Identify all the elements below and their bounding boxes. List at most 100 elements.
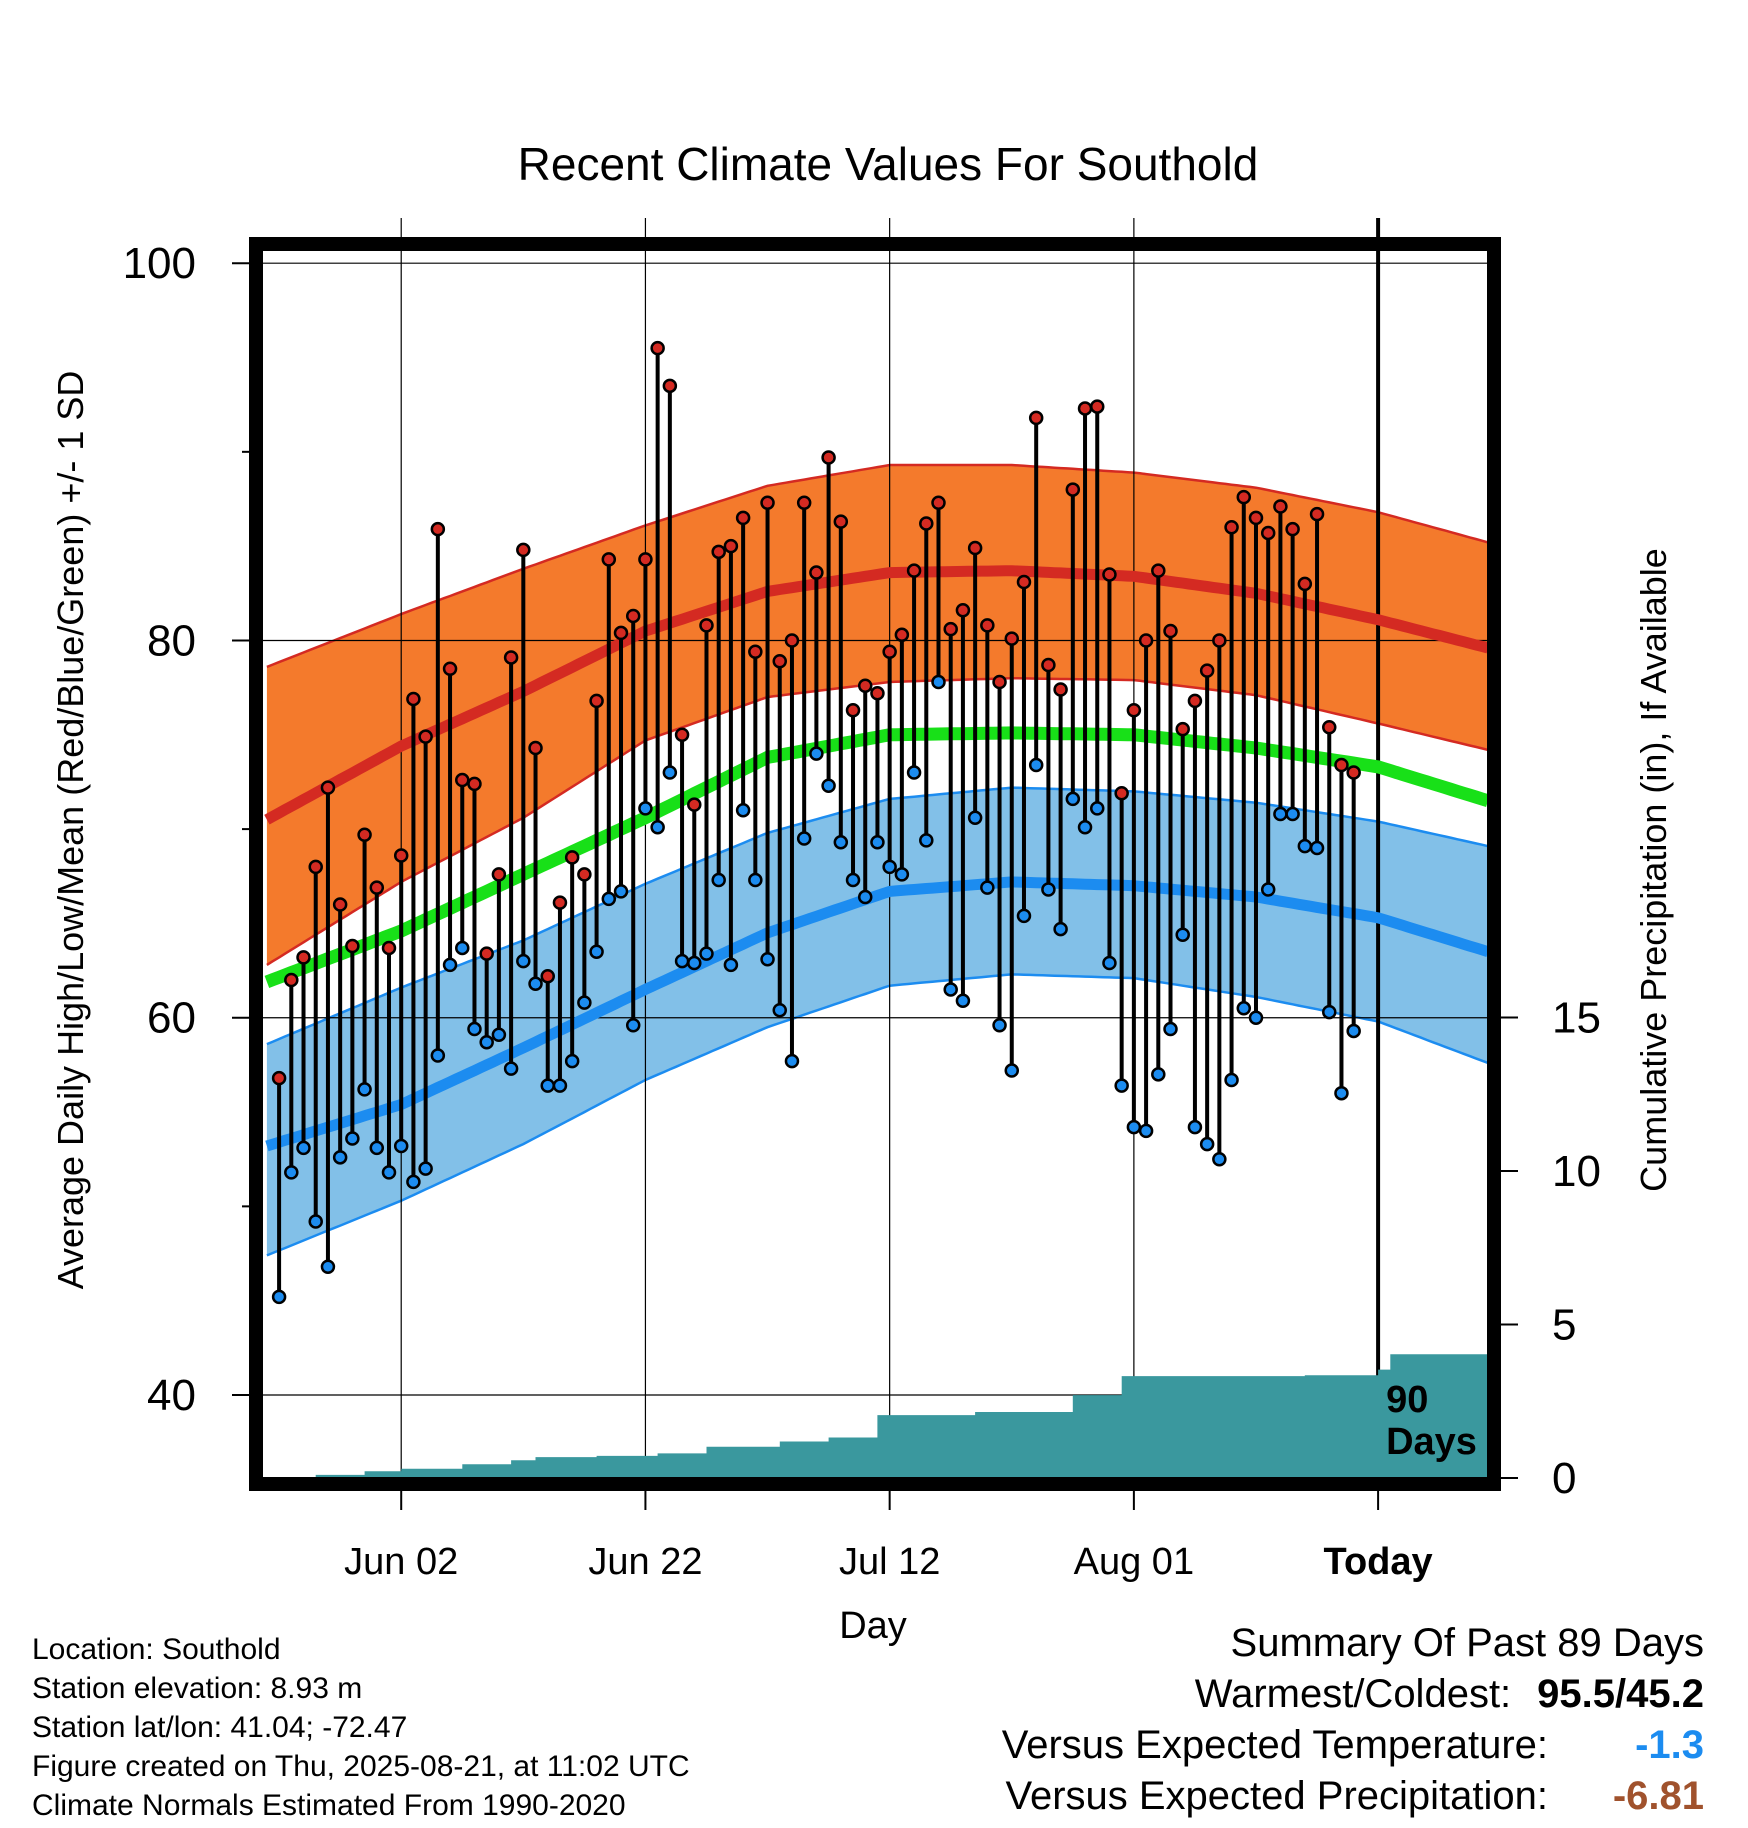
cumulative-precipitation	[266, 1354, 1488, 1478]
daily-low-point	[1187, 1119, 1203, 1135]
daily-high-point	[1028, 410, 1044, 426]
daily-high-point	[943, 621, 958, 637]
daily-high-point	[284, 972, 299, 988]
x-tick-label: Jul 12	[839, 1541, 940, 1583]
y-tick-label: 80	[147, 616, 196, 665]
daily-high-point	[1041, 657, 1056, 673]
daily-high-point	[809, 565, 824, 580]
daily-high-point	[638, 552, 653, 567]
latlon-text: Station lat/lon: 41.04; -72.47	[32, 1711, 408, 1744]
daily-low-point	[1212, 1151, 1227, 1167]
daily-high-point	[1053, 682, 1068, 697]
daily-high-point	[1187, 693, 1203, 709]
daily-high-point	[1346, 765, 1361, 780]
daily-low-point	[821, 778, 836, 793]
daily-high-point	[613, 625, 629, 641]
daily-low-point	[577, 995, 592, 1010]
today-window-label-part: Days	[1386, 1421, 1477, 1463]
summary-heading: Summary Of Past 89 Days	[1230, 1621, 1704, 1665]
daily-high-point	[906, 563, 922, 578]
daily-low-point	[442, 957, 458, 973]
daily-high-point	[1322, 719, 1337, 735]
daily-high-point	[552, 895, 568, 910]
x-axis-label: Day	[839, 1605, 907, 1647]
daily-high-point	[723, 538, 739, 554]
plot-frame	[249, 237, 1501, 1491]
daily-low-point	[1077, 819, 1093, 835]
daily-low-point	[784, 1053, 800, 1069]
daily-high-point	[357, 827, 372, 843]
temp-anomaly-label: Versus Expected Temperature:	[1001, 1723, 1548, 1767]
daily-high-point	[1297, 576, 1313, 592]
daily-high-point	[1224, 520, 1239, 535]
normal-high-line	[264, 565, 1488, 825]
daily-high-point	[784, 633, 800, 648]
daily-high-point	[418, 729, 433, 744]
daily-low-point	[1334, 1085, 1349, 1101]
daily-high-point	[1285, 521, 1300, 537]
y2-tick-label: 0	[1552, 1454, 1576, 1503]
daily-high-point	[479, 946, 494, 961]
daily-low-point	[491, 1027, 507, 1042]
summary-panel: Summary Of Past 89 Days Warmest/Coldest:…	[1002, 1618, 1704, 1822]
daily-high-point	[662, 378, 678, 394]
daily-low-point	[687, 955, 702, 971]
axes: 100 80 60 40 15 10 5 0 Jun 02 Jun 22 Jul 12 Aug 01 T…	[123, 239, 1601, 1583]
daily-high-point	[1163, 623, 1178, 639]
daily-high-point	[650, 340, 665, 356]
daily-low-point	[906, 765, 922, 780]
daily-high-point	[455, 772, 470, 788]
daily-high-point	[1309, 506, 1325, 522]
daily-low-point	[1248, 1010, 1264, 1025]
daily-high-point	[845, 703, 861, 718]
daily-low-point	[894, 867, 910, 882]
daily-low-point	[1236, 1001, 1252, 1016]
daily-low-point	[589, 944, 604, 959]
daily-high-point	[1212, 633, 1227, 648]
daily-high-point	[271, 1070, 287, 1086]
daily-low-point	[320, 1259, 336, 1274]
daily-high-point	[1089, 399, 1105, 414]
daily-low-point	[1004, 1063, 1020, 1078]
daily-high-point	[674, 727, 690, 743]
daily-high-point	[381, 940, 397, 956]
daily-low-point	[308, 1214, 323, 1229]
daily-low-point	[796, 831, 812, 846]
daily-low-point	[1114, 1078, 1129, 1093]
normals-text: Climate Normals Estimated From 1990-2020	[32, 1789, 626, 1822]
warmest-label: Warmest/Coldest:	[1194, 1672, 1512, 1716]
daily-high-point	[332, 897, 348, 912]
daily-high-point	[857, 678, 873, 693]
created-text: Figure created on Thu, 2025-08-21, at 11…	[32, 1750, 690, 1783]
daily-low-point	[1285, 806, 1300, 822]
daily-low-point	[760, 952, 775, 967]
daily-high-point	[687, 797, 702, 812]
daily-low-point	[638, 801, 653, 816]
daily-high-point	[393, 848, 409, 863]
daily-high-point	[1126, 703, 1142, 718]
daily-high-point	[931, 495, 946, 511]
daily-high-point	[772, 653, 788, 669]
daily-high-point	[882, 644, 897, 660]
x-tick-label: Jun 22	[588, 1541, 702, 1583]
daily-low-point	[919, 833, 934, 848]
daily-low-point	[528, 976, 543, 992]
daily-low-point	[430, 1048, 446, 1063]
daily-high-point	[369, 880, 385, 895]
daily-high-point	[1004, 631, 1020, 646]
elevation-text: Station elevation: 8.93 m	[32, 1672, 363, 1705]
y2-tick-label: 5	[1552, 1301, 1576, 1350]
daily-low-point	[955, 993, 971, 1009]
y2-tick-label: 10	[1552, 1147, 1601, 1196]
plot-border	[249, 237, 1501, 1491]
daily-low-point	[857, 889, 873, 905]
daily-low-point	[943, 982, 958, 997]
daily-low-point	[882, 859, 897, 875]
daily-low-point	[1065, 791, 1081, 807]
daily-low-point	[833, 835, 849, 850]
daily-low-point	[662, 765, 678, 780]
y2-axis-label: Cumulative Precipitation (in), If Availa…	[1633, 548, 1674, 1192]
daily-low-point	[1309, 840, 1325, 856]
daily-high-point	[821, 450, 836, 465]
